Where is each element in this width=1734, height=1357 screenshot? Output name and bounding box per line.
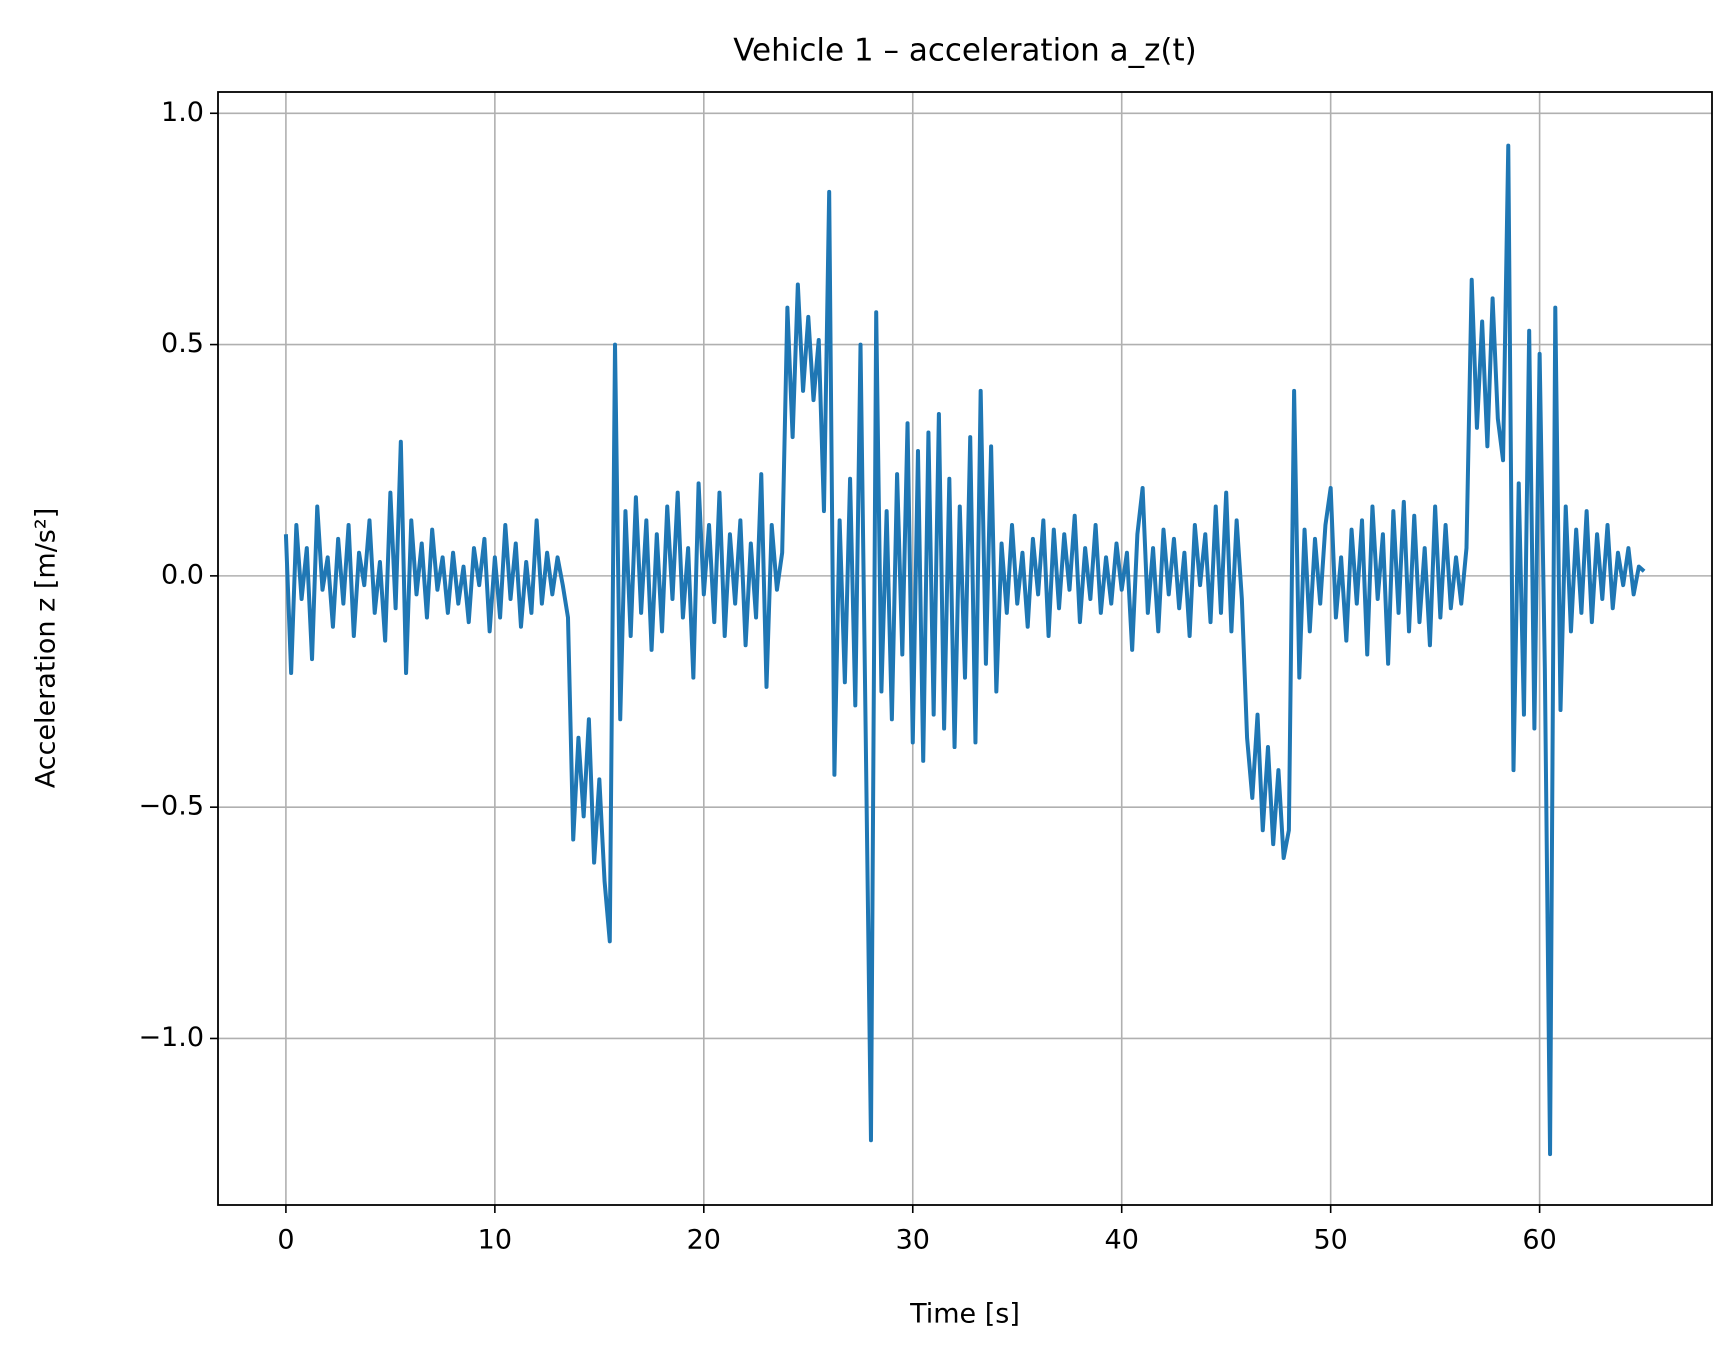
x-tick-label: 20 (687, 1225, 721, 1256)
x-tick-label: 0 (277, 1225, 294, 1256)
y-tick-label: −0.5 (138, 791, 204, 822)
y-tick-label: 0.5 (161, 328, 204, 359)
y-tick-label: −1.0 (138, 1022, 204, 1053)
x-axis-label: Time [s] (909, 1299, 1020, 1330)
y-tick-label: 0.0 (161, 559, 204, 590)
plot-frame (217, 91, 1713, 1206)
data-line (283, 143, 1646, 1157)
chart-title: Vehicle 1 – acceleration a_z(t) (733, 33, 1197, 69)
y-tick-label: 1.0 (161, 97, 204, 128)
x-tick-label: 30 (896, 1225, 930, 1256)
y-axis-label: Acceleration z [m/s²] (31, 508, 62, 788)
x-tick-label: 10 (478, 1225, 512, 1256)
x-tick-label: 60 (1522, 1225, 1556, 1256)
x-tick-label: 50 (1313, 1225, 1347, 1256)
x-tick-label: 40 (1105, 1225, 1139, 1256)
